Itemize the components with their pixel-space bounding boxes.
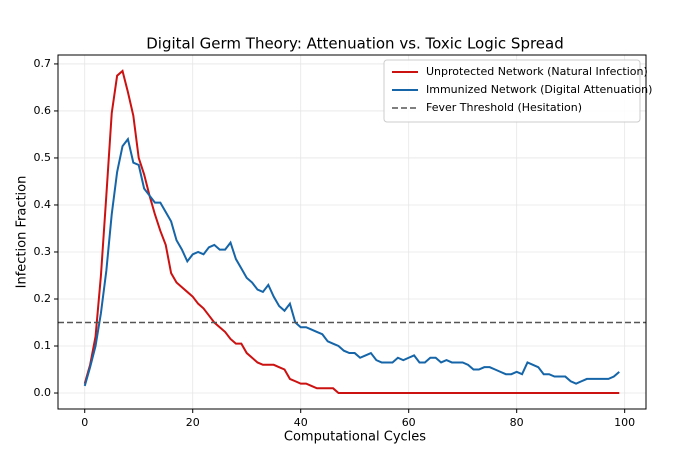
x-tick-label: 100 [614, 416, 635, 429]
data-line [83, 69, 620, 395]
y-tick-label: 0.0 [34, 386, 52, 399]
y-tick-label: 0.6 [34, 104, 52, 117]
legend-box [383, 59, 641, 123]
x-axis-label: Computational Cycles [284, 430, 426, 445]
plot-frame [57, 54, 647, 410]
y-tick-label: 0.5 [34, 151, 52, 164]
y-tick-label: 0.2 [34, 292, 52, 305]
y-tick-label: 0.1 [34, 339, 52, 352]
x-tick-label: 60 [402, 416, 416, 429]
legend-label: Unprotected Network (Natural Infection) [426, 65, 648, 78]
x-tick-label: 20 [186, 416, 200, 429]
y-tick-label: 0.7 [34, 57, 52, 70]
legend-label: Fever Threshold (Hesitation) [426, 101, 582, 114]
x-tick-label: 40 [294, 416, 308, 429]
y-axis-label: Infection Fraction [15, 176, 30, 289]
legend-label: Immunized Network (Digital Attenuation) [426, 83, 652, 96]
x-tick-label: 0 [81, 416, 88, 429]
data-line [83, 136, 620, 387]
x-tick-label: 80 [510, 416, 524, 429]
chart-title: Digital Germ Theory: Attenuation vs. Tox… [146, 35, 564, 53]
y-tick-label: 0.3 [34, 245, 52, 258]
y-tick-label: 0.4 [34, 198, 52, 211]
